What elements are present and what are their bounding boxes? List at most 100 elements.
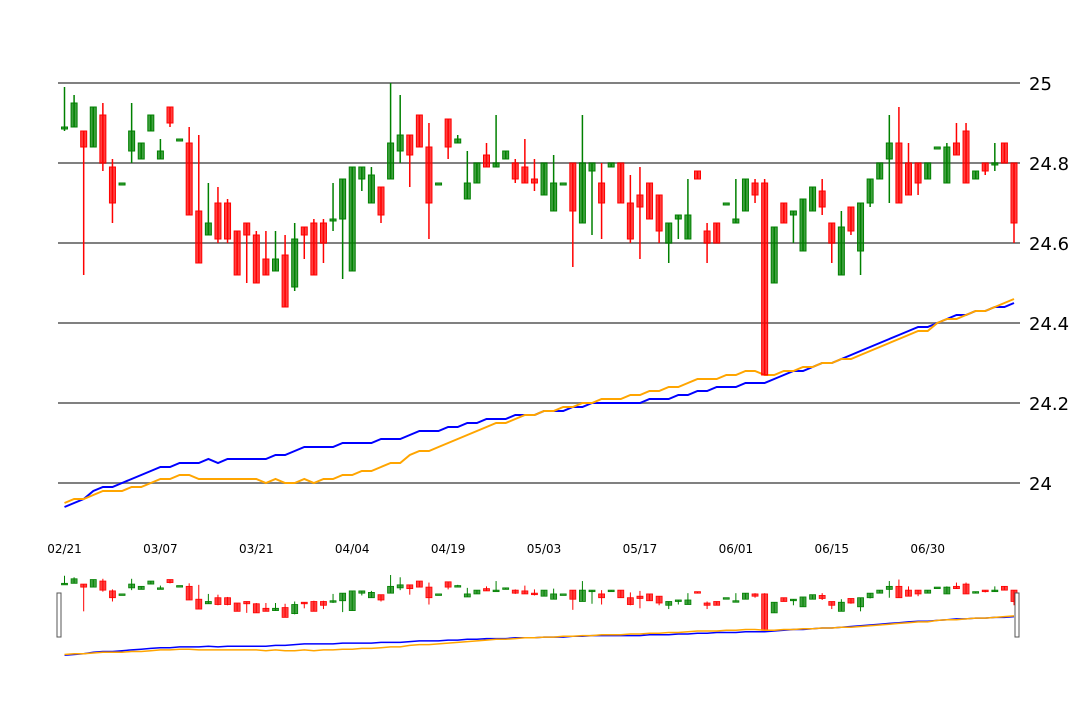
navigator-candle (109, 589, 116, 602)
navigator-candle-body (770, 601, 778, 614)
candle (1010, 162, 1018, 243)
navigator-candle-body (972, 591, 980, 594)
candle (128, 103, 136, 163)
navigator-right-handle[interactable] (1014, 592, 1020, 638)
candle-body (185, 142, 193, 216)
navigator-candle (655, 595, 663, 606)
candle (502, 150, 510, 160)
navigator-candle (646, 593, 653, 602)
navigator-candle-body (473, 589, 481, 595)
candle-body (406, 134, 414, 156)
moving-average-line (64, 298, 1015, 504)
y-tick-label: 24.6 (1029, 234, 1069, 255)
candle (876, 162, 884, 180)
candle-body (569, 162, 577, 212)
grid-lines (58, 82, 1020, 484)
candle (329, 183, 337, 231)
candle (866, 178, 874, 207)
navigator-candle (511, 589, 519, 594)
navigator-candle (320, 600, 327, 610)
candle (214, 187, 222, 243)
navigator-candle (828, 601, 836, 610)
navigator-candle-body (742, 592, 749, 600)
navigator-candle (665, 601, 673, 610)
navigator-candle (933, 586, 941, 590)
candle-body (214, 202, 222, 240)
moving-average-lines (64, 298, 1015, 508)
navigator-candle (502, 587, 510, 590)
candle (195, 135, 203, 264)
candle (224, 199, 232, 243)
candle (425, 123, 433, 239)
candle (291, 223, 299, 291)
navigator-candle (876, 589, 884, 594)
navigator-candle-body (387, 585, 394, 594)
navigator-candle-body (80, 583, 88, 588)
candle-body (674, 214, 682, 220)
y-axis-ticks: 24 24.2 24.4 24.6 24.8 25 (1029, 74, 1069, 495)
navigator-candle-body (905, 589, 912, 597)
candle (262, 231, 270, 276)
candle-body (741, 178, 749, 212)
navigator-candle (166, 579, 174, 584)
navigator-candle (703, 601, 711, 610)
navigator-candle (598, 590, 605, 605)
navigator-candle-body (943, 586, 951, 595)
candle (598, 163, 606, 239)
navigator-candle (521, 585, 529, 595)
navigator-candle (224, 596, 231, 606)
navigator-candle-body (61, 582, 68, 586)
candle-body (617, 162, 625, 204)
candle-body (147, 114, 155, 132)
candle-body (626, 202, 634, 240)
navigator-candle (885, 581, 893, 598)
navigator-candle-body (396, 584, 404, 589)
candlesticks (61, 83, 1018, 376)
y-tick-label: 24.4 (1029, 314, 1069, 335)
navigator-candle (722, 597, 730, 600)
candle-body (962, 130, 970, 184)
navigator-candle-body (204, 601, 212, 605)
candle-body (387, 142, 395, 180)
x-tick-label: 04/19 (431, 542, 466, 556)
candle (809, 186, 817, 212)
candle-body (809, 186, 817, 212)
candle-body (665, 222, 673, 244)
candle-body (473, 162, 481, 184)
candle (626, 175, 634, 243)
navigator-candle (463, 587, 471, 598)
candle (818, 179, 826, 215)
navigator-candle (579, 581, 586, 602)
candle-body (70, 102, 78, 128)
navigator-candle (262, 603, 270, 612)
navigator-candle (713, 601, 721, 606)
candle (272, 231, 279, 272)
candle (991, 143, 999, 171)
navigator-candle (569, 589, 577, 610)
candle-body (521, 166, 529, 184)
candle (569, 162, 577, 267)
navigator-candle (128, 578, 136, 591)
candle-body (905, 162, 912, 196)
candle (492, 115, 500, 168)
navigator-candle-body (876, 589, 884, 594)
navigator-left-handle[interactable] (56, 592, 62, 638)
navigator-candle-body (137, 585, 145, 590)
candle-body (339, 178, 347, 220)
navigator-candle (924, 589, 932, 594)
navigator-candle (415, 580, 423, 588)
candle-body (425, 146, 433, 204)
candle-body (655, 194, 663, 232)
navigator-panel[interactable] (56, 575, 1020, 656)
candle-body (636, 194, 644, 208)
navigator-candle (137, 585, 145, 590)
navigator-candle (147, 580, 155, 585)
candle-body (559, 182, 567, 186)
navigator-candle (751, 593, 759, 598)
candle-body (972, 170, 980, 180)
navigator-candle-body (348, 590, 356, 611)
candle (521, 139, 529, 184)
candle (952, 123, 960, 156)
navigator-candle (626, 592, 634, 606)
